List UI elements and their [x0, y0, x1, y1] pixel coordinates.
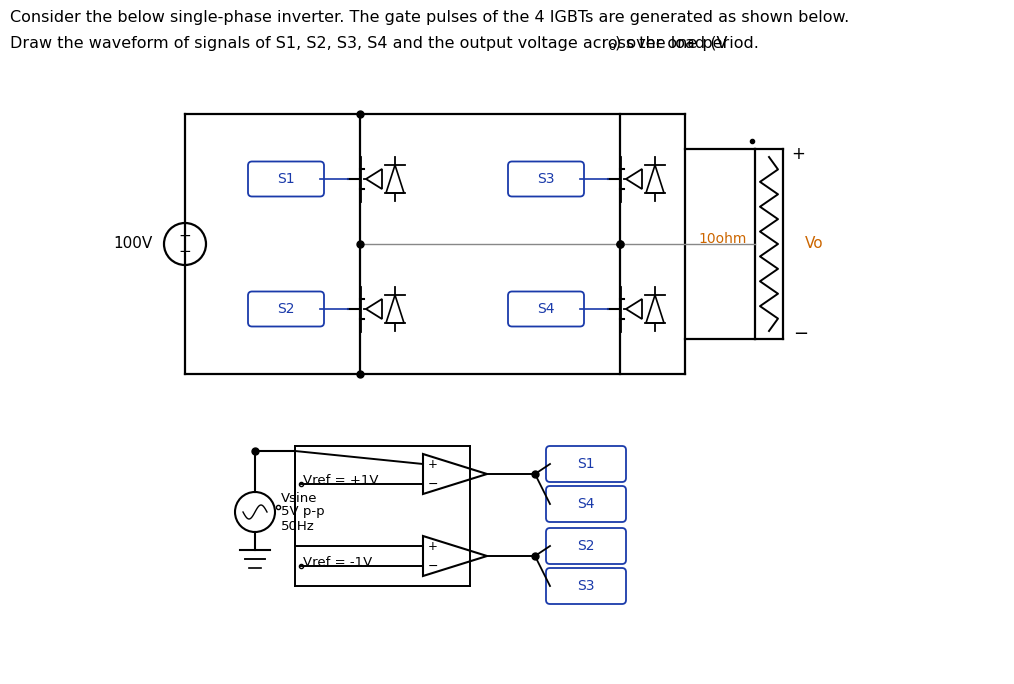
Text: −: −	[793, 325, 808, 343]
Text: S3: S3	[577, 579, 595, 593]
FancyBboxPatch shape	[248, 161, 324, 196]
Text: o: o	[608, 40, 615, 53]
Text: +: +	[791, 145, 805, 163]
Text: Consider the below single-phase inverter. The gate pulses of the 4 IGBTs are gen: Consider the below single-phase inverter…	[10, 10, 850, 25]
Text: S1: S1	[277, 172, 295, 186]
Text: Vsine: Vsine	[281, 492, 317, 505]
Text: S4: S4	[577, 497, 595, 511]
Text: 100V: 100V	[114, 237, 153, 252]
Text: −: −	[178, 244, 192, 259]
FancyBboxPatch shape	[546, 568, 626, 604]
Text: ) over one period.: ) over one period.	[615, 36, 759, 51]
Text: 50Hz: 50Hz	[281, 520, 314, 533]
Text: −: −	[428, 560, 438, 573]
Text: +: +	[428, 458, 438, 471]
Text: Draw the waveform of signals of S1, S2, S3, S4 and the output voltage across the: Draw the waveform of signals of S1, S2, …	[10, 36, 727, 51]
Text: −: −	[428, 477, 438, 490]
Text: Vref = +1V: Vref = +1V	[303, 473, 378, 486]
Text: Vo: Vo	[805, 237, 823, 252]
FancyBboxPatch shape	[508, 161, 584, 196]
Text: +: +	[428, 540, 438, 553]
Text: S2: S2	[577, 539, 595, 553]
Text: 5V p-p: 5V p-p	[281, 505, 324, 518]
FancyBboxPatch shape	[546, 446, 626, 482]
Text: S4: S4	[537, 302, 555, 316]
FancyBboxPatch shape	[508, 291, 584, 326]
Text: Vref = -1V: Vref = -1V	[303, 555, 372, 568]
FancyBboxPatch shape	[546, 528, 626, 564]
FancyBboxPatch shape	[546, 486, 626, 522]
Text: 10ohm: 10ohm	[699, 232, 747, 246]
Text: S2: S2	[277, 302, 295, 316]
Text: +: +	[178, 230, 192, 244]
FancyBboxPatch shape	[248, 291, 324, 326]
Text: S1: S1	[577, 457, 595, 471]
Text: S3: S3	[537, 172, 555, 186]
